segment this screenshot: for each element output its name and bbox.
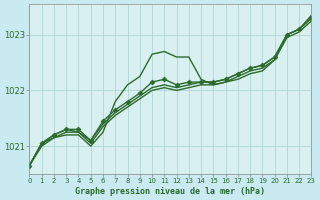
- X-axis label: Graphe pression niveau de la mer (hPa): Graphe pression niveau de la mer (hPa): [76, 187, 265, 196]
